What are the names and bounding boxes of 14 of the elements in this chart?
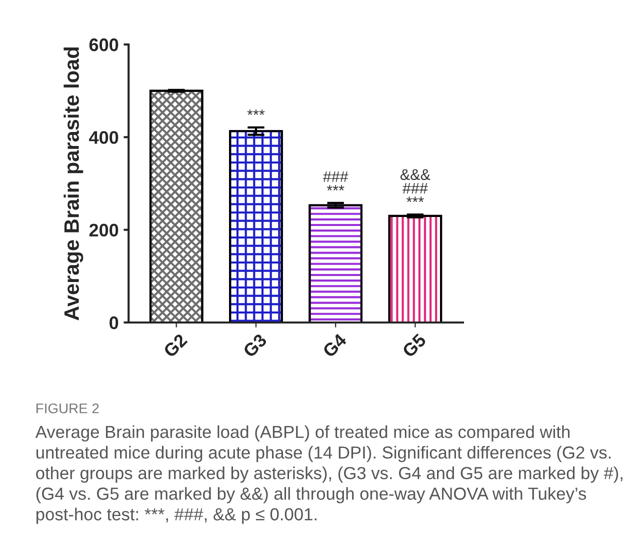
y-axis-title: Average Brain parasite load (64, 47, 84, 320)
y-tick-label: 400 (89, 131, 118, 144)
annotation: ### *** (322, 171, 348, 190)
x-tick-label: G4 (322, 332, 348, 358)
y-tick-label: 600 (89, 38, 118, 52)
y-tick-label: 0 (110, 316, 118, 330)
y-tick-label: 200 (89, 224, 118, 237)
x-tick-label: G2 (162, 333, 188, 358)
caption: FIGURE 2 (36, 403, 99, 414)
annotation: *** (247, 110, 265, 115)
annotation: &&& ### *** (400, 169, 430, 202)
x-tick-label: G3 (242, 333, 268, 358)
x-tick-label: G5 (402, 332, 427, 358)
text: Average Brain parasite load (ABPL) of treated mice as compared with untreated mice during acute phase (14 DPI). Significant differences (G2 vs. other groups are marked by asterisks), (G3 vs. G4 and G5 are marked by #), (G4 vs. G5 are marked by &&) all through one-way ANOVA with Tukey’s post-hoc test: ***, ###, && p ≤ 0.001. (35, 425, 622, 524)
